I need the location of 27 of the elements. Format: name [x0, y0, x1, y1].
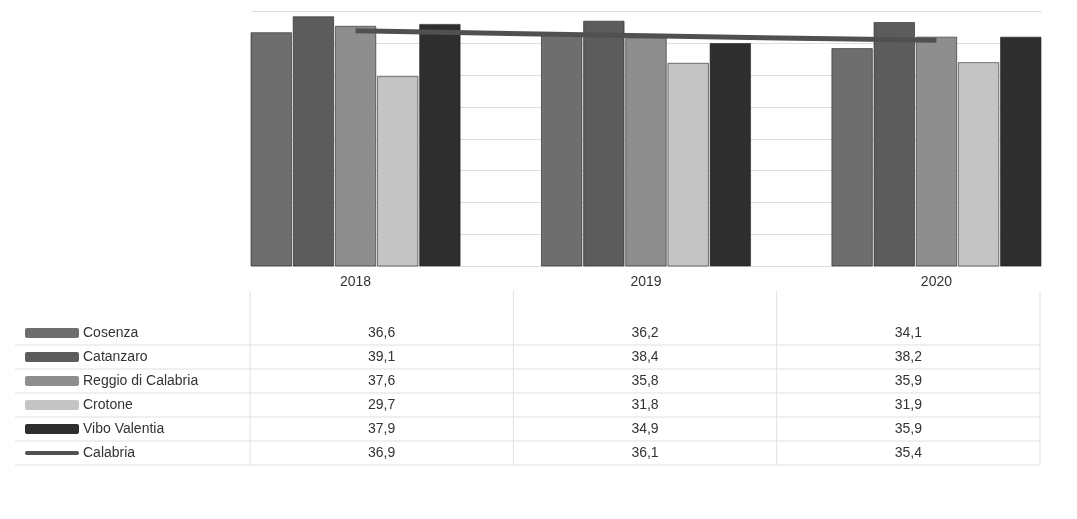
data-label: 36,6: [368, 324, 396, 340]
x-tick-label: 2018: [339, 272, 372, 289]
legend-label: Reggio di Calabria: [83, 372, 199, 388]
x-tick-label: 2020: [920, 272, 953, 289]
data-label: 31,9: [894, 396, 923, 412]
data-label: 36,9: [368, 444, 396, 460]
data-label: 35,9: [894, 372, 923, 388]
data-label: 36,2: [631, 324, 659, 340]
data-label: 38,2: [894, 348, 923, 364]
data-label: 37,6: [368, 372, 396, 388]
legend-label: Calabria: [83, 444, 136, 460]
data-label: 31,8: [631, 396, 659, 412]
data-label: 35,4: [894, 444, 923, 460]
data-label: 29,7: [368, 396, 396, 412]
data-label: 35,9: [894, 420, 923, 436]
data-label: 34,9: [631, 420, 659, 436]
legend-label: Cosenza: [83, 324, 139, 340]
data-label: 39,1: [368, 348, 396, 364]
data-label: 34,1: [894, 324, 923, 340]
legend-label: Crotone: [83, 396, 134, 412]
legend-label: Catanzaro: [83, 348, 148, 364]
data-label: 35,8: [631, 372, 659, 388]
data-label: 37,9: [368, 420, 396, 436]
x-tick-label: 2019: [630, 272, 662, 289]
legend-label: Vibo Valentia: [83, 420, 165, 436]
data-label: 36,1: [631, 444, 659, 460]
data-label: 38,4: [631, 348, 659, 364]
